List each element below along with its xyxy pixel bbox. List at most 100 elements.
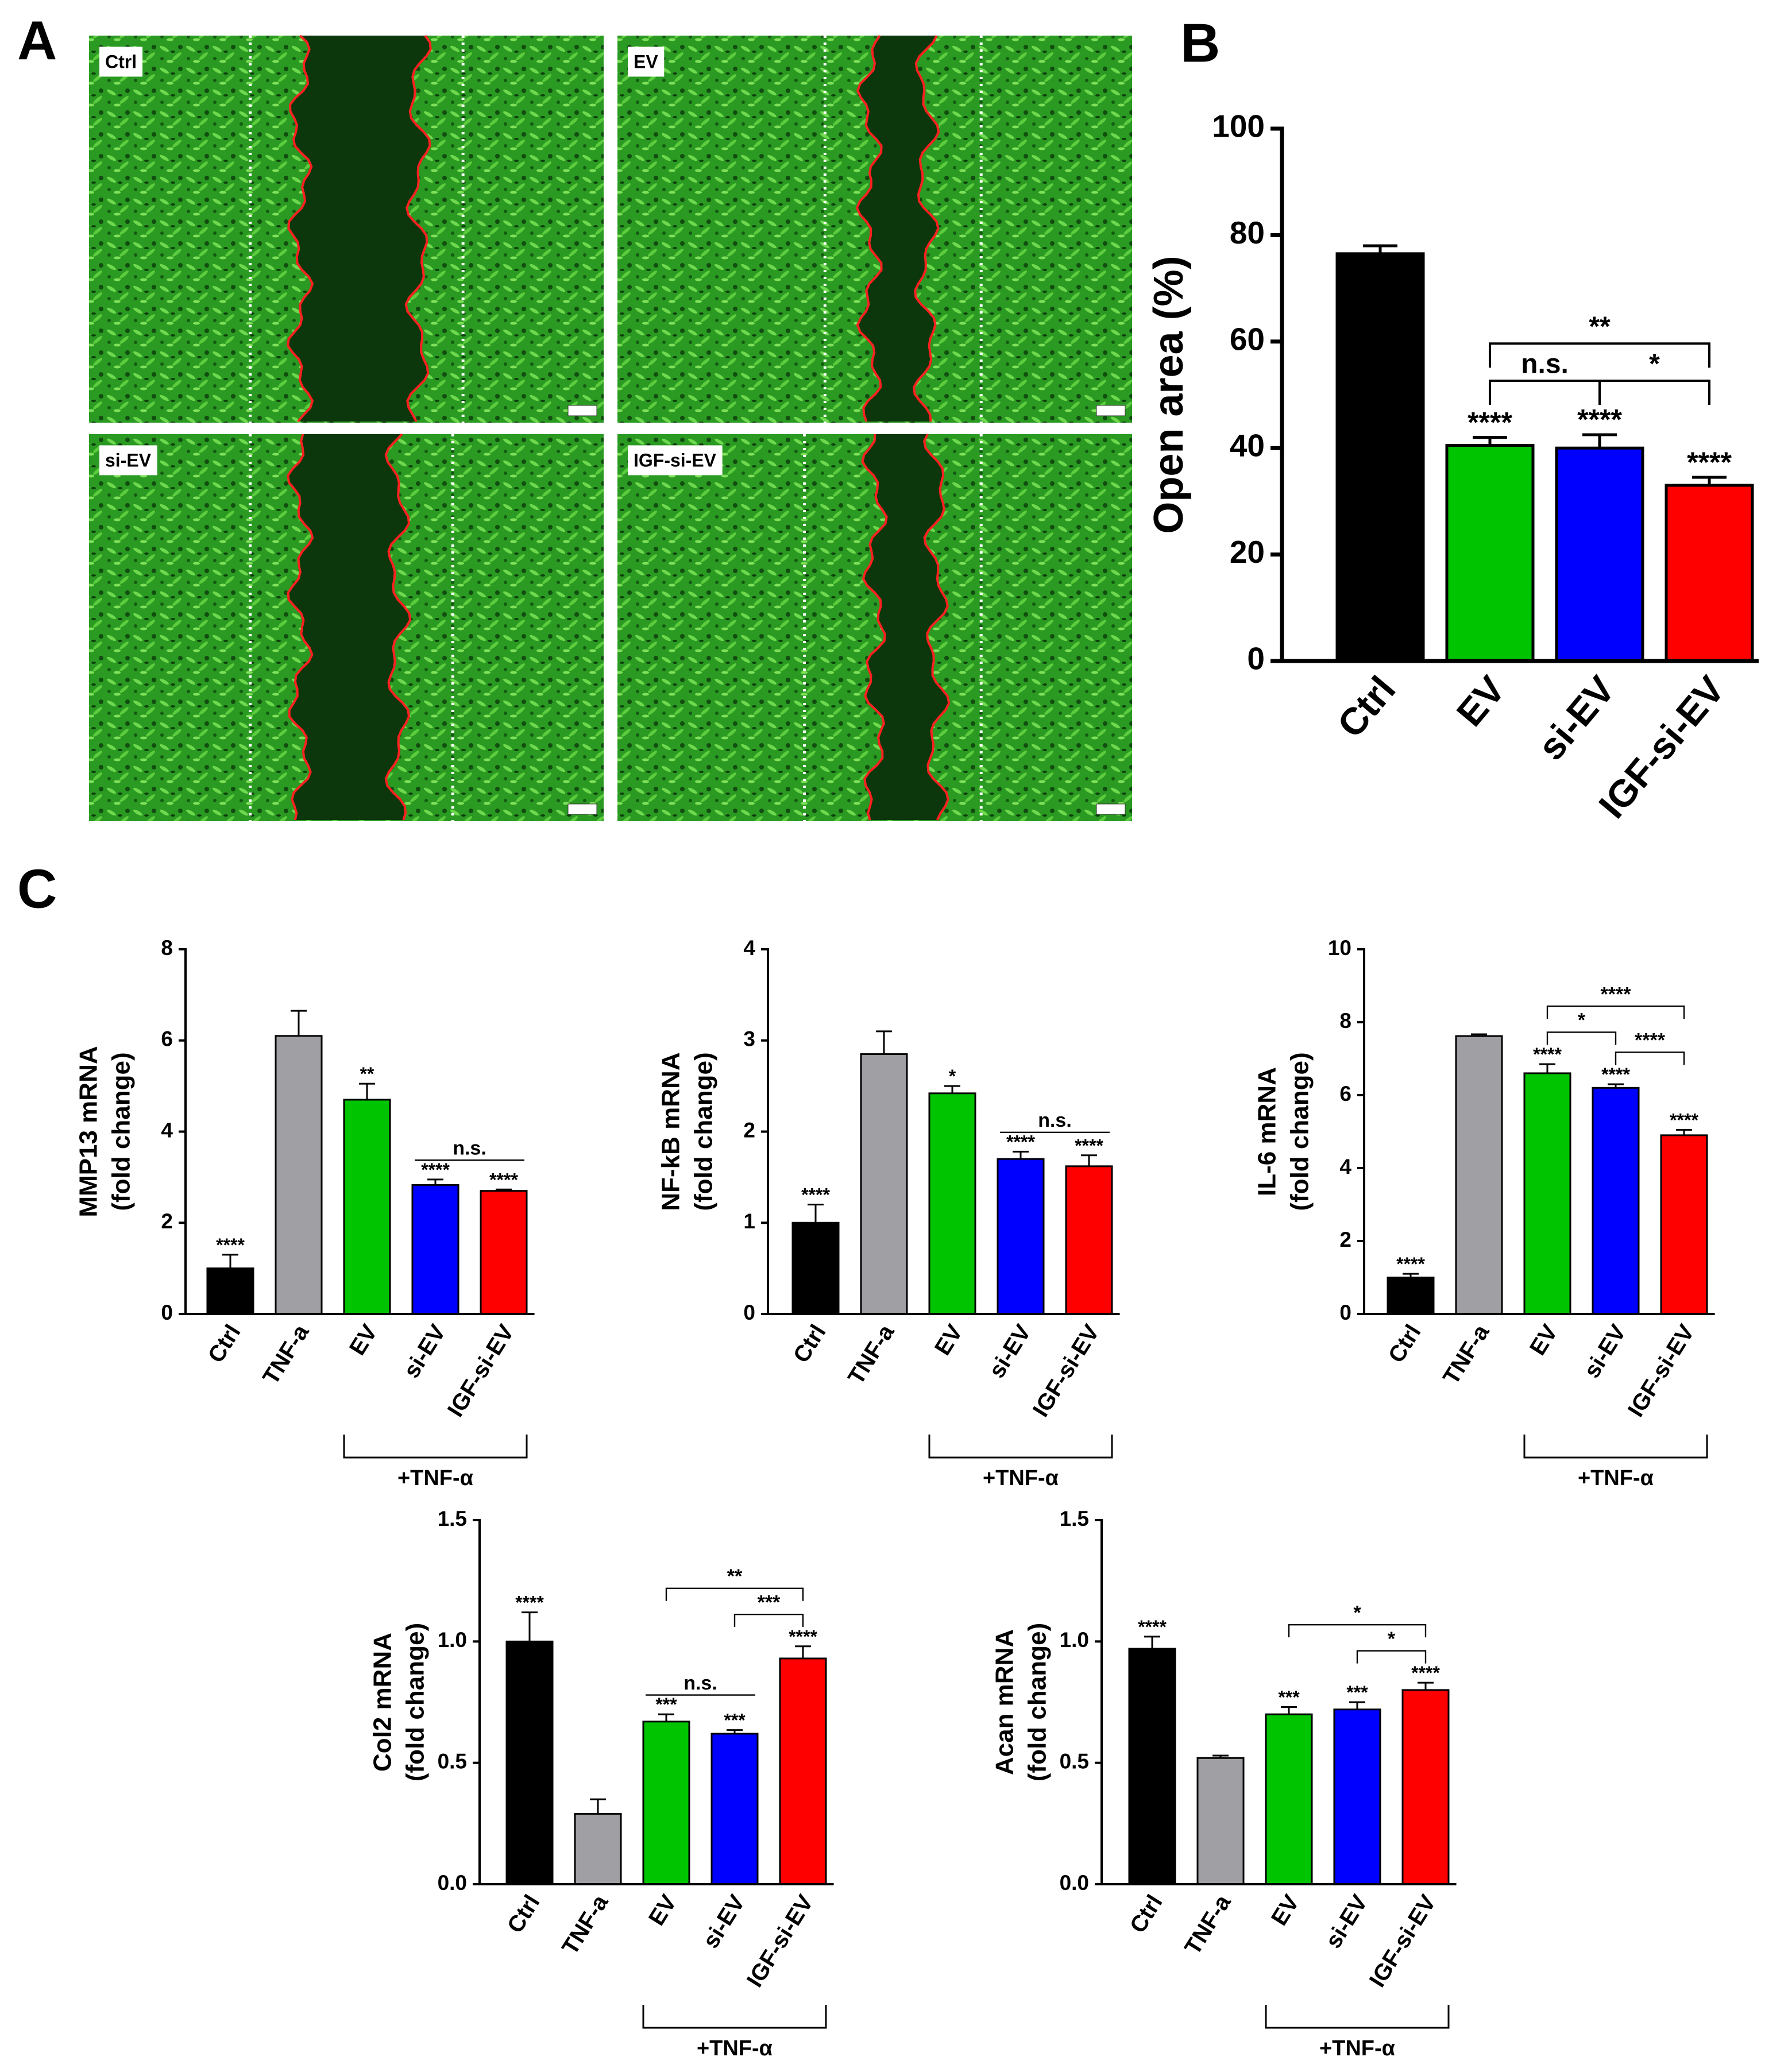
significance: **** — [1670, 1110, 1698, 1130]
significance: *** — [655, 1694, 677, 1715]
y-axis-label: (fold change) — [690, 1052, 718, 1211]
y-tick-label: 1.0 — [438, 1628, 467, 1652]
comparison-bracket — [1356, 1650, 1427, 1664]
group-bracket — [1265, 2005, 1450, 2029]
y-tick-label: 8 — [1339, 1009, 1351, 1033]
bar — [1196, 1757, 1245, 1885]
y-axis-label: NF-kB mRNA — [657, 1052, 685, 1211]
wound-gap — [288, 36, 431, 422]
y-tick-label: 0.5 — [438, 1749, 467, 1773]
significance: **** — [801, 1185, 830, 1205]
bar — [411, 1184, 459, 1315]
bar — [1387, 1277, 1435, 1315]
wound-edge — [287, 434, 314, 821]
significance: **** — [1006, 1131, 1035, 1152]
group-label: +TNF-α — [697, 2036, 773, 2061]
scale-bar-box — [567, 803, 597, 815]
y-tick-label: 0.5 — [1060, 1749, 1089, 1773]
scale-bar-box — [1096, 405, 1126, 416]
y-axis-label: (fold change) — [1286, 1052, 1314, 1211]
comparison-label: ** — [727, 1565, 743, 1587]
bar — [997, 1158, 1045, 1315]
significance: **** — [1577, 404, 1622, 436]
y-axis-label: Col2 mRNA — [369, 1633, 397, 1772]
y-tick-label: 1.5 — [1060, 1507, 1089, 1530]
bar — [505, 1640, 554, 1885]
bar — [480, 1190, 528, 1315]
panel-label: A — [17, 10, 57, 71]
significance: **** — [489, 1169, 518, 1190]
y-tick-label: 2 — [743, 1118, 755, 1142]
bar — [928, 1092, 976, 1315]
y-tick-label: 0 — [1339, 1301, 1351, 1324]
significance: **** — [1075, 1135, 1103, 1156]
scale-bar-box — [1096, 803, 1126, 815]
comparison-label: **** — [1635, 1030, 1666, 1052]
y-axis-label: IL-6 mRNA — [1253, 1067, 1281, 1196]
label-box — [628, 445, 723, 476]
bar — [1592, 1087, 1640, 1315]
significance: *** — [1346, 1682, 1368, 1703]
y-tick-label: 10 — [1328, 936, 1351, 960]
bar — [1660, 1134, 1708, 1315]
significance: **** — [789, 1626, 817, 1647]
wound-edge — [384, 433, 412, 821]
label-box — [99, 445, 157, 476]
comparison-bracket — [1598, 380, 1710, 405]
significance: **** — [1396, 1254, 1425, 1274]
y-axis-label: Open area (%) — [1146, 256, 1192, 534]
bar — [1523, 1072, 1571, 1315]
comparison-label: n.s. — [1521, 349, 1569, 379]
comparison-bracket — [733, 1613, 804, 1628]
panel-label: B — [1180, 12, 1220, 74]
bar — [343, 1099, 391, 1315]
y-axis-label: (fold change) — [107, 1052, 136, 1211]
bar — [1445, 444, 1535, 663]
y-tick-label: 6 — [1339, 1082, 1351, 1105]
significance: **** — [1411, 1663, 1440, 1683]
bar — [710, 1733, 759, 1885]
comparison-label: * — [1353, 1602, 1361, 1623]
y-tick-label: 1.5 — [438, 1507, 467, 1530]
bar — [275, 1035, 323, 1315]
significance: *** — [1278, 1687, 1300, 1708]
bar — [574, 1812, 622, 1885]
wound-edge — [923, 434, 951, 821]
group-bracket — [1523, 1435, 1708, 1459]
comparison-label: * — [1388, 1628, 1396, 1650]
bar — [206, 1267, 254, 1315]
comparison-label: n.s. — [1038, 1110, 1072, 1131]
y-tick-label: 6 — [161, 1027, 173, 1051]
micrograph-label: EV — [634, 51, 658, 72]
significance: **** — [216, 1235, 245, 1255]
comparison-bracket — [1546, 1031, 1617, 1045]
significance: ** — [360, 1064, 374, 1084]
y-tick-label: 80 — [1230, 215, 1265, 250]
group-label: +TNF-α — [397, 1466, 473, 1490]
micrograph — [617, 434, 1132, 821]
bar — [860, 1053, 908, 1315]
comparison-label: n.s. — [683, 1672, 717, 1694]
group-bracket — [928, 1435, 1113, 1459]
comparison-bracket — [1546, 1005, 1685, 1019]
comparison-label: *** — [758, 1591, 781, 1613]
y-tick-label: 2 — [1339, 1228, 1351, 1251]
y-tick-label: 4 — [1339, 1155, 1351, 1178]
wound-edge — [404, 34, 432, 422]
comparison-label: * — [1649, 349, 1660, 379]
bar — [1665, 484, 1754, 663]
bar — [779, 1657, 827, 1885]
significance: **** — [1601, 1064, 1630, 1085]
y-tick-label: 1.0 — [1060, 1628, 1089, 1652]
y-axis-label: Acan mRNA — [991, 1629, 1019, 1775]
significance: **** — [1468, 406, 1512, 438]
significance: **** — [1138, 1617, 1167, 1637]
bar — [1555, 446, 1644, 663]
bar — [1401, 1689, 1450, 1885]
significance: **** — [1533, 1044, 1562, 1065]
comparison-label: n.s. — [453, 1138, 486, 1159]
y-tick-label: 60 — [1230, 321, 1265, 357]
y-tick-label: 40 — [1230, 428, 1265, 463]
y-tick-label: 1 — [743, 1209, 755, 1233]
y-axis-label: (fold change) — [401, 1623, 430, 1781]
